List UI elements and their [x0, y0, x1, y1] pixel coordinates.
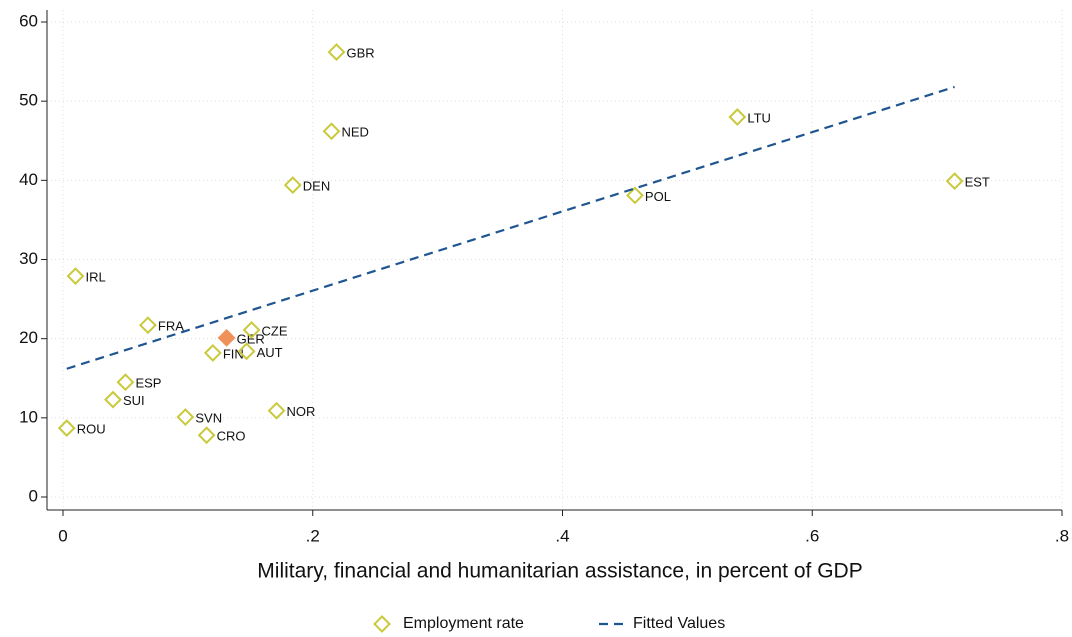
- x-tick-label: .6: [805, 526, 819, 545]
- point-label: NOR: [287, 404, 316, 419]
- x-tick-label: .2: [306, 526, 320, 545]
- point-label: IRL: [85, 270, 105, 285]
- point-label: DEN: [303, 179, 330, 194]
- x-tick-label: .4: [555, 526, 569, 545]
- point: [945, 172, 964, 191]
- y-tick-label: 0: [29, 486, 38, 505]
- point-label: FRA: [158, 319, 184, 334]
- point-label: CRO: [217, 429, 246, 444]
- legend-label: Employment rate: [403, 615, 524, 632]
- y-tick-label: 30: [19, 249, 38, 268]
- x-tick-label: 0: [58, 526, 67, 545]
- point-label: GER: [237, 331, 265, 346]
- point: [176, 408, 195, 426]
- point-label: NED: [341, 125, 368, 140]
- point: [322, 122, 341, 141]
- point-label: SVN: [195, 410, 222, 425]
- point: [327, 43, 346, 61]
- point-label: POL: [645, 189, 671, 204]
- point: [104, 390, 122, 409]
- legend-marker: [373, 615, 391, 633]
- legend-label: Fitted Values: [633, 615, 725, 632]
- y-tick-label: 20: [19, 328, 38, 347]
- point: [237, 342, 256, 361]
- fitted-line: [66, 85, 955, 370]
- point: [203, 344, 222, 362]
- point-label: ROU: [77, 422, 106, 437]
- point: [626, 186, 644, 205]
- point-label: EST: [965, 175, 990, 190]
- y-tick-label: 10: [19, 407, 38, 426]
- point-label: GBR: [346, 46, 374, 61]
- point-label: ESP: [135, 376, 161, 391]
- x-tick-label: .8: [1055, 526, 1069, 545]
- y-tick-label: 50: [19, 91, 38, 110]
- point: [139, 316, 157, 335]
- point: [57, 419, 76, 438]
- y-tick-label: 40: [19, 170, 38, 189]
- point-label: FIN: [223, 346, 244, 361]
- point-label: LTU: [747, 110, 771, 125]
- point: [728, 108, 747, 126]
- point-label: CZE: [262, 323, 288, 338]
- point: [242, 321, 261, 339]
- x-axis-label: Military, financial and humanitarian ass…: [257, 560, 862, 583]
- point: [267, 401, 286, 420]
- point: [116, 373, 135, 392]
- point: [66, 267, 85, 286]
- point-label: SUI: [123, 393, 145, 408]
- point-label: AUT: [257, 345, 283, 360]
- point: [197, 426, 216, 445]
- point: [283, 176, 302, 194]
- point: [217, 328, 236, 347]
- y-tick-label: 60: [19, 11, 38, 30]
